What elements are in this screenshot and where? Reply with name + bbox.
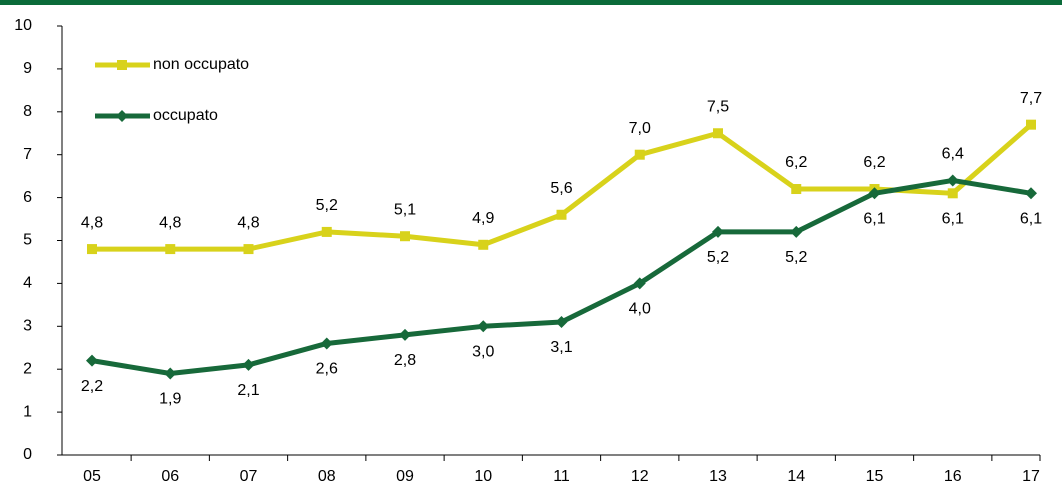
data-label: 5,2 (707, 249, 729, 266)
marker (712, 225, 724, 238)
x-tick-label: 09 (396, 468, 414, 485)
data-label: 6,1 (1020, 211, 1042, 228)
marker (400, 231, 410, 242)
y-tick-label: 10 (14, 17, 32, 34)
y-tick-label: 5 (23, 232, 32, 249)
marker (946, 174, 959, 187)
marker (790, 225, 803, 238)
x-tick-label: 14 (787, 468, 805, 485)
x-tick-label: 17 (1022, 468, 1040, 485)
x-tick-label: 10 (474, 468, 492, 485)
y-tick-label: 0 (23, 446, 32, 463)
marker (243, 244, 254, 255)
data-label: 4,8 (159, 214, 181, 231)
y-tick-label: 4 (23, 275, 32, 292)
data-label: 6,2 (785, 154, 807, 171)
marker (164, 367, 177, 380)
y-tick-label: 7 (23, 146, 32, 163)
data-label: 5,1 (394, 201, 416, 218)
data-label: 2,2 (81, 378, 103, 395)
data-label: 4,0 (629, 301, 651, 318)
top-bar (0, 0, 1062, 5)
marker (116, 110, 128, 122)
marker (117, 60, 127, 70)
marker (868, 187, 881, 200)
legend-label: occupato (153, 107, 218, 124)
marker (399, 328, 411, 341)
data-label: 2,8 (394, 352, 416, 369)
data-label: 6,4 (942, 146, 964, 163)
data-label: 7,5 (707, 98, 729, 115)
marker (320, 337, 333, 350)
data-label: 6,1 (863, 211, 885, 228)
data-label: 4,8 (81, 214, 103, 231)
marker (634, 149, 645, 160)
marker (86, 354, 98, 367)
data-label: 2,6 (316, 361, 338, 378)
marker (165, 244, 176, 255)
y-tick-label: 1 (23, 403, 32, 420)
x-tick-label: 15 (866, 468, 884, 485)
y-tick-label: 9 (23, 60, 32, 77)
marker (791, 184, 802, 195)
data-label: 4,8 (237, 214, 259, 231)
data-label: 6,1 (942, 211, 964, 228)
legend-label: non occupato (153, 56, 249, 73)
x-tick-label: 07 (240, 468, 258, 485)
data-label: 5,2 (316, 197, 338, 214)
marker (477, 320, 490, 333)
y-tick-label: 3 (23, 318, 32, 335)
marker (478, 239, 489, 250)
x-tick-label: 08 (318, 468, 336, 485)
data-label: 7,7 (1020, 90, 1042, 107)
marker (321, 226, 332, 237)
data-label: 3,1 (550, 339, 572, 356)
marker (87, 244, 97, 255)
x-tick-label: 13 (709, 468, 727, 485)
y-tick-label: 2 (23, 360, 32, 377)
data-label: 5,2 (785, 249, 807, 266)
marker (713, 128, 723, 139)
x-tick-label: 16 (944, 468, 962, 485)
data-label: 2,1 (237, 382, 259, 399)
data-label: 6,2 (863, 154, 885, 171)
data-label: 5,6 (550, 180, 572, 197)
y-tick-label: 8 (23, 103, 32, 120)
data-label: 7,0 (629, 120, 651, 137)
marker (633, 277, 646, 290)
marker (1025, 187, 1037, 200)
x-tick-label: 06 (161, 468, 179, 485)
marker (947, 188, 958, 199)
y-tick-label: 6 (23, 189, 32, 206)
x-tick-label: 12 (631, 468, 649, 485)
marker (555, 316, 568, 329)
data-label: 3,0 (472, 344, 494, 361)
marker (242, 358, 255, 371)
marker (556, 209, 567, 220)
x-tick-label: 11 (553, 468, 570, 485)
data-label: 4,9 (472, 210, 494, 227)
data-label: 1,9 (159, 391, 181, 408)
x-tick-label: 05 (83, 468, 101, 485)
marker (1026, 119, 1036, 130)
